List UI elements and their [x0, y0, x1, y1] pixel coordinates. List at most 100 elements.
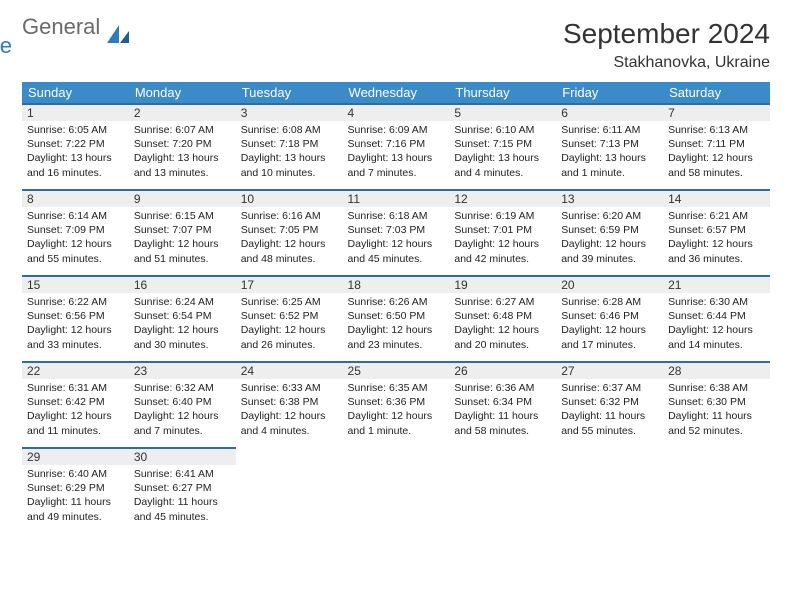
day-number: 25 [343, 361, 450, 379]
day-cell: 17Sunrise: 6:25 AMSunset: 6:52 PMDayligh… [236, 275, 343, 361]
day-details: Sunrise: 6:21 AMSunset: 6:57 PMDaylight:… [663, 207, 770, 270]
empty-cell [236, 447, 343, 533]
month-title: September 2024 [563, 18, 770, 50]
day-details: Sunrise: 6:33 AMSunset: 6:38 PMDaylight:… [236, 379, 343, 442]
empty-cell [663, 447, 770, 533]
day-number: 1 [22, 103, 129, 121]
day-number: 15 [22, 275, 129, 293]
day-cell: 25Sunrise: 6:35 AMSunset: 6:36 PMDayligh… [343, 361, 450, 447]
day-number: 17 [236, 275, 343, 293]
logo-text-blue: Blue [0, 33, 12, 58]
calendar-row: 15Sunrise: 6:22 AMSunset: 6:56 PMDayligh… [22, 275, 770, 361]
day-header: Thursday [449, 82, 556, 103]
day-number: 3 [236, 103, 343, 121]
location: Stakhanovka, Ukraine [563, 54, 770, 72]
day-details: Sunrise: 6:26 AMSunset: 6:50 PMDaylight:… [343, 293, 450, 356]
day-details: Sunrise: 6:13 AMSunset: 7:11 PMDaylight:… [663, 121, 770, 184]
day-cell: 29Sunrise: 6:40 AMSunset: 6:29 PMDayligh… [22, 447, 129, 533]
day-header: Wednesday [343, 82, 450, 103]
day-header-row: SundayMondayTuesdayWednesdayThursdayFrid… [22, 82, 770, 103]
day-number: 24 [236, 361, 343, 379]
day-number: 28 [663, 361, 770, 379]
day-cell: 9Sunrise: 6:15 AMSunset: 7:07 PMDaylight… [129, 189, 236, 275]
day-cell: 2Sunrise: 6:07 AMSunset: 7:20 PMDaylight… [129, 103, 236, 189]
day-number: 16 [129, 275, 236, 293]
logo-text-general: General [22, 14, 100, 39]
calendar-row: 8Sunrise: 6:14 AMSunset: 7:09 PMDaylight… [22, 189, 770, 275]
day-cell: 13Sunrise: 6:20 AMSunset: 6:59 PMDayligh… [556, 189, 663, 275]
day-details: Sunrise: 6:32 AMSunset: 6:40 PMDaylight:… [129, 379, 236, 442]
day-cell: 11Sunrise: 6:18 AMSunset: 7:03 PMDayligh… [343, 189, 450, 275]
day-details: Sunrise: 6:31 AMSunset: 6:42 PMDaylight:… [22, 379, 129, 442]
day-details: Sunrise: 6:40 AMSunset: 6:29 PMDaylight:… [22, 465, 129, 528]
day-details: Sunrise: 6:30 AMSunset: 6:44 PMDaylight:… [663, 293, 770, 356]
day-cell: 20Sunrise: 6:28 AMSunset: 6:46 PMDayligh… [556, 275, 663, 361]
day-number: 10 [236, 189, 343, 207]
day-cell: 12Sunrise: 6:19 AMSunset: 7:01 PMDayligh… [449, 189, 556, 275]
header: General Blue September 2024 Stakhanovka,… [22, 18, 770, 72]
day-number: 5 [449, 103, 556, 121]
day-cell: 23Sunrise: 6:32 AMSunset: 6:40 PMDayligh… [129, 361, 236, 447]
day-header: Tuesday [236, 82, 343, 103]
day-number: 14 [663, 189, 770, 207]
day-number: 19 [449, 275, 556, 293]
day-details: Sunrise: 6:20 AMSunset: 6:59 PMDaylight:… [556, 207, 663, 270]
logo: General Blue [22, 18, 131, 55]
calendar-row: 29Sunrise: 6:40 AMSunset: 6:29 PMDayligh… [22, 447, 770, 533]
day-number: 26 [449, 361, 556, 379]
day-number: 8 [22, 189, 129, 207]
day-number: 20 [556, 275, 663, 293]
day-cell: 14Sunrise: 6:21 AMSunset: 6:57 PMDayligh… [663, 189, 770, 275]
day-details: Sunrise: 6:24 AMSunset: 6:54 PMDaylight:… [129, 293, 236, 356]
day-cell: 28Sunrise: 6:38 AMSunset: 6:30 PMDayligh… [663, 361, 770, 447]
day-header: Saturday [663, 82, 770, 103]
calendar-row: 1Sunrise: 6:05 AMSunset: 7:22 PMDaylight… [22, 103, 770, 189]
day-header: Monday [129, 82, 236, 103]
day-number: 18 [343, 275, 450, 293]
empty-cell [343, 447, 450, 533]
day-cell: 26Sunrise: 6:36 AMSunset: 6:34 PMDayligh… [449, 361, 556, 447]
day-details: Sunrise: 6:05 AMSunset: 7:22 PMDaylight:… [22, 121, 129, 184]
day-header: Sunday [22, 82, 129, 103]
day-cell: 6Sunrise: 6:11 AMSunset: 7:13 PMDaylight… [556, 103, 663, 189]
sail-icon [105, 23, 131, 50]
title-block: September 2024 Stakhanovka, Ukraine [563, 18, 770, 72]
day-details: Sunrise: 6:10 AMSunset: 7:15 PMDaylight:… [449, 121, 556, 184]
day-number: 22 [22, 361, 129, 379]
day-number: 23 [129, 361, 236, 379]
day-number: 27 [556, 361, 663, 379]
day-header: Friday [556, 82, 663, 103]
day-cell: 21Sunrise: 6:30 AMSunset: 6:44 PMDayligh… [663, 275, 770, 361]
day-number: 9 [129, 189, 236, 207]
day-number: 13 [556, 189, 663, 207]
day-number: 29 [22, 447, 129, 465]
day-number: 30 [129, 447, 236, 465]
day-details: Sunrise: 6:25 AMSunset: 6:52 PMDaylight:… [236, 293, 343, 356]
day-details: Sunrise: 6:16 AMSunset: 7:05 PMDaylight:… [236, 207, 343, 270]
day-number: 6 [556, 103, 663, 121]
day-cell: 19Sunrise: 6:27 AMSunset: 6:48 PMDayligh… [449, 275, 556, 361]
day-cell: 10Sunrise: 6:16 AMSunset: 7:05 PMDayligh… [236, 189, 343, 275]
day-cell: 27Sunrise: 6:37 AMSunset: 6:32 PMDayligh… [556, 361, 663, 447]
day-number: 2 [129, 103, 236, 121]
day-cell: 16Sunrise: 6:24 AMSunset: 6:54 PMDayligh… [129, 275, 236, 361]
day-details: Sunrise: 6:11 AMSunset: 7:13 PMDaylight:… [556, 121, 663, 184]
day-cell: 1Sunrise: 6:05 AMSunset: 7:22 PMDaylight… [22, 103, 129, 189]
day-number: 4 [343, 103, 450, 121]
day-cell: 4Sunrise: 6:09 AMSunset: 7:16 PMDaylight… [343, 103, 450, 189]
empty-cell [556, 447, 663, 533]
day-number: 12 [449, 189, 556, 207]
day-details: Sunrise: 6:09 AMSunset: 7:16 PMDaylight:… [343, 121, 450, 184]
day-number: 7 [663, 103, 770, 121]
day-details: Sunrise: 6:15 AMSunset: 7:07 PMDaylight:… [129, 207, 236, 270]
day-details: Sunrise: 6:27 AMSunset: 6:48 PMDaylight:… [449, 293, 556, 356]
day-details: Sunrise: 6:28 AMSunset: 6:46 PMDaylight:… [556, 293, 663, 356]
day-details: Sunrise: 6:22 AMSunset: 6:56 PMDaylight:… [22, 293, 129, 356]
day-details: Sunrise: 6:07 AMSunset: 7:20 PMDaylight:… [129, 121, 236, 184]
day-details: Sunrise: 6:14 AMSunset: 7:09 PMDaylight:… [22, 207, 129, 270]
calendar-row: 22Sunrise: 6:31 AMSunset: 6:42 PMDayligh… [22, 361, 770, 447]
empty-cell [449, 447, 556, 533]
day-details: Sunrise: 6:35 AMSunset: 6:36 PMDaylight:… [343, 379, 450, 442]
day-cell: 24Sunrise: 6:33 AMSunset: 6:38 PMDayligh… [236, 361, 343, 447]
day-cell: 18Sunrise: 6:26 AMSunset: 6:50 PMDayligh… [343, 275, 450, 361]
